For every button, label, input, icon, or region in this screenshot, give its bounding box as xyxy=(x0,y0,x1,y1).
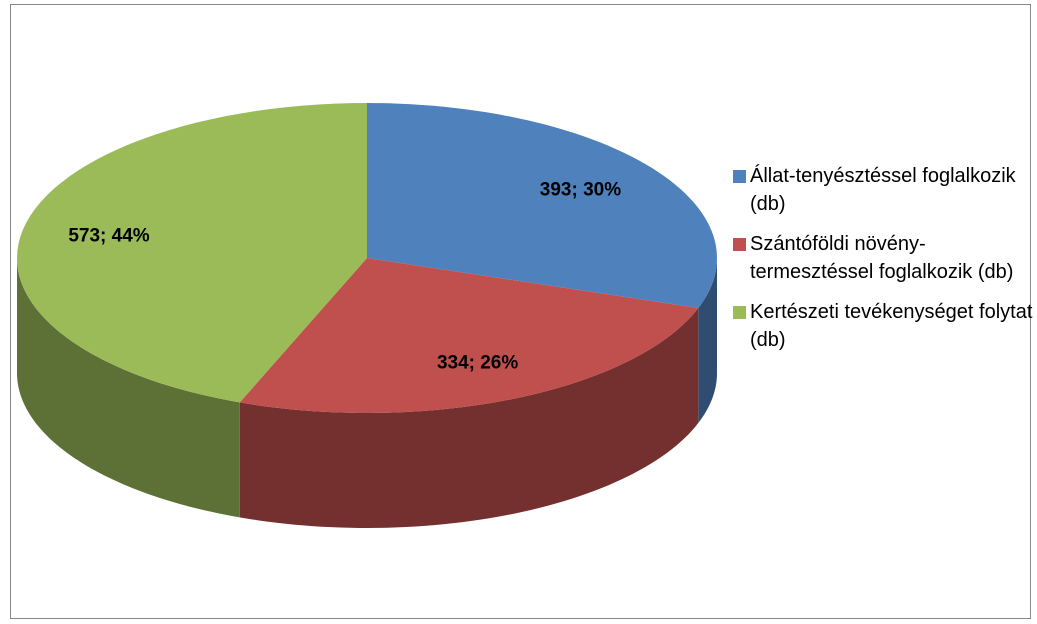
legend-swatch xyxy=(733,238,746,251)
pie-slice xyxy=(367,103,717,309)
data-label: 334; 26% xyxy=(437,352,518,373)
legend-label: Állat-tenyésztéssel foglalkozik (db) xyxy=(750,165,1016,215)
chart-border xyxy=(10,4,1031,619)
data-label: 573; 44% xyxy=(68,226,149,247)
legend-label: Kertészeti tevékenységet folytat (db) xyxy=(750,301,1033,351)
legend-label: Szántóföldi növény-termesztéssel foglalk… xyxy=(750,233,1014,283)
pie-side xyxy=(17,258,240,518)
legend: Állat-tenyésztéssel foglalkozik (db) Szán… xyxy=(733,162,1033,366)
legend-item: Állat-tenyésztéssel foglalkozik (db) xyxy=(733,162,1033,218)
legend-item: Kertészeti tevékenységet folytat (db) xyxy=(733,298,1033,354)
legend-swatch xyxy=(733,306,746,319)
pie-side xyxy=(239,308,699,528)
pie-slice xyxy=(239,258,699,413)
pie-slice xyxy=(17,103,368,403)
legend-item: Szántóföldi növény-termesztéssel foglalk… xyxy=(733,230,1033,286)
pie-side xyxy=(698,258,717,424)
data-label: 393; 30% xyxy=(540,179,621,200)
legend-swatch xyxy=(733,170,746,183)
